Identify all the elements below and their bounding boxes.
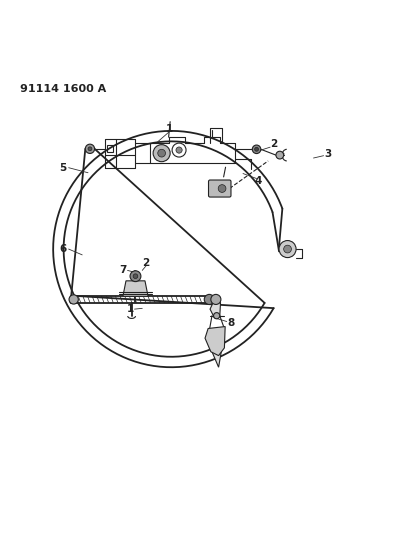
Circle shape xyxy=(279,240,296,257)
Circle shape xyxy=(252,145,261,154)
Circle shape xyxy=(153,144,170,161)
Text: 2: 2 xyxy=(143,257,150,268)
Circle shape xyxy=(218,184,226,192)
Circle shape xyxy=(255,147,259,151)
Circle shape xyxy=(276,151,284,159)
Circle shape xyxy=(204,294,214,304)
Circle shape xyxy=(130,271,141,281)
Text: 8: 8 xyxy=(228,318,235,328)
Circle shape xyxy=(88,147,92,151)
FancyBboxPatch shape xyxy=(209,180,231,197)
Circle shape xyxy=(133,274,138,279)
Circle shape xyxy=(85,144,95,154)
Polygon shape xyxy=(212,352,221,367)
Circle shape xyxy=(284,245,292,253)
Text: 1: 1 xyxy=(166,124,173,134)
Bar xyxy=(107,146,113,151)
Circle shape xyxy=(211,294,221,304)
Text: 3: 3 xyxy=(325,149,332,159)
Polygon shape xyxy=(210,303,220,317)
Text: 1: 1 xyxy=(127,304,134,314)
Polygon shape xyxy=(205,327,225,356)
Text: 4: 4 xyxy=(255,176,262,186)
Polygon shape xyxy=(123,281,148,296)
Text: 91114 1600 A: 91114 1600 A xyxy=(20,84,107,94)
Circle shape xyxy=(176,147,182,153)
Circle shape xyxy=(69,295,78,304)
Text: 2: 2 xyxy=(270,140,277,149)
Text: 6: 6 xyxy=(59,244,66,254)
Text: 5: 5 xyxy=(59,163,66,173)
Circle shape xyxy=(213,313,220,319)
Text: 7: 7 xyxy=(119,265,127,276)
Circle shape xyxy=(158,149,165,157)
